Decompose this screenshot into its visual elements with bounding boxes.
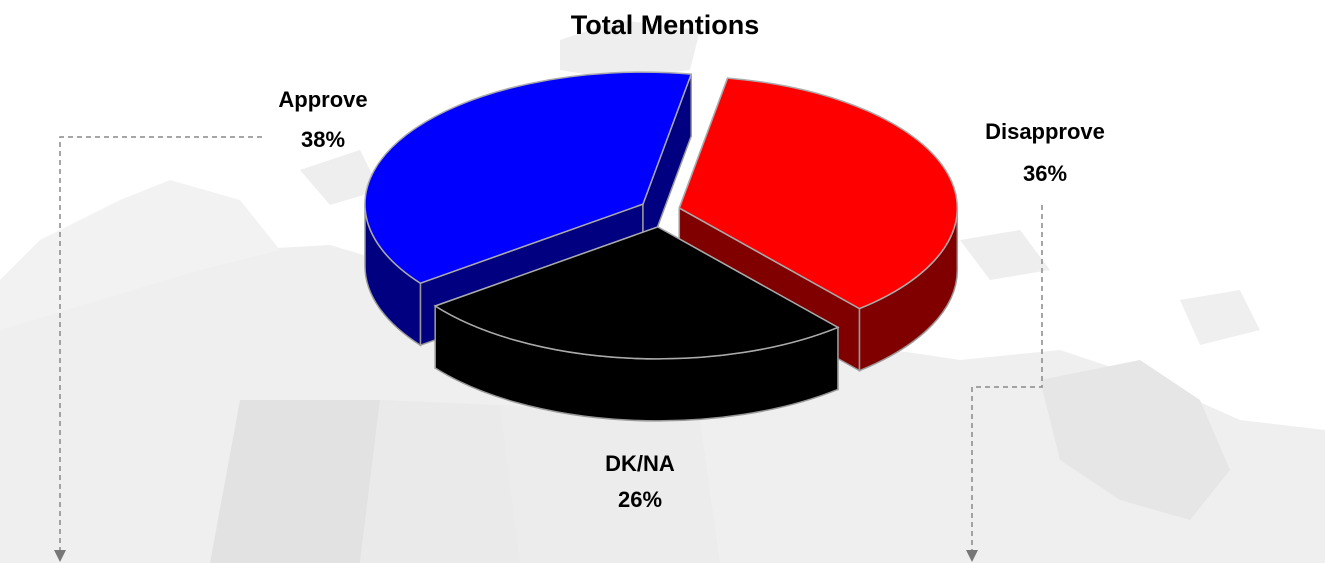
- pie-slice: [433, 226, 840, 360]
- pie-slice: [678, 77, 958, 310]
- slice-label: Approve: [278, 87, 367, 112]
- slice-value-label: 26%: [618, 487, 662, 512]
- slice-value-label: 36%: [1023, 161, 1067, 186]
- leader-lines: [59, 136, 1043, 550]
- pie: [364, 71, 959, 422]
- labels: Approve 38% Disapprove 36% DK/NA 26%: [278, 87, 1105, 512]
- pie-slice: [364, 71, 693, 285]
- slice-label: DK/NA: [605, 451, 675, 476]
- chart-title: Total Mentions: [571, 10, 760, 40]
- slice-value-label: 38%: [301, 127, 345, 152]
- leader-arrows: [54, 550, 978, 562]
- slice-label: Disapprove: [985, 119, 1105, 144]
